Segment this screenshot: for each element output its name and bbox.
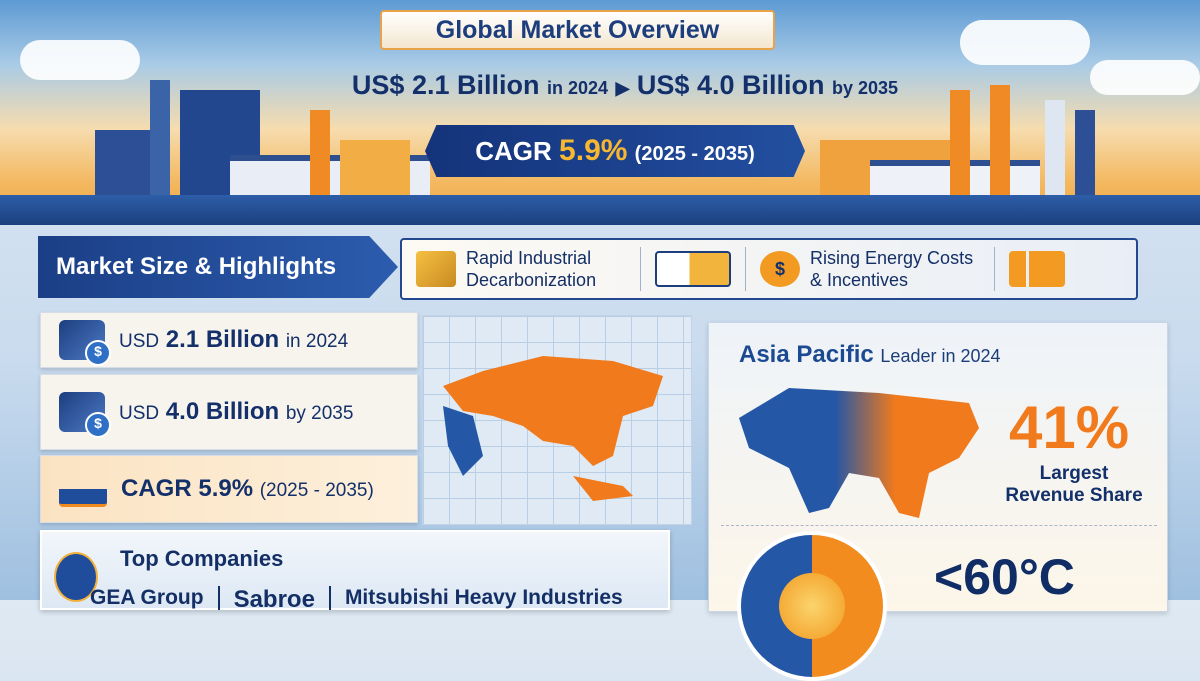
cagr-label: CAGR — [475, 136, 552, 166]
region-subtitle: Leader in 2024 — [880, 346, 1001, 366]
divider — [721, 525, 1157, 526]
bar-chart-growth-icon — [1009, 251, 1065, 287]
growth-chart-icon — [59, 471, 107, 507]
driver-energy-costs: $ Rising Energy Costs & Incentives — [746, 247, 995, 291]
cagr-ribbon: CAGR 5.9% (2025 - 2035) — [425, 125, 805, 177]
card-prefix: USD — [119, 331, 160, 352]
company-gea: GEA Group — [90, 586, 204, 609]
growth-drivers-bar: Rapid Industrial Decarbonization $ Risin… — [400, 238, 1138, 300]
value-2035: US$ 4.0 Billion — [636, 70, 825, 100]
banner-base — [0, 195, 1200, 225]
card-value: 5.9% — [198, 475, 254, 502]
thermometer-gauge-icon — [737, 531, 887, 681]
world-map — [422, 315, 692, 525]
driver-label: Rising Energy Costs & Incentives — [810, 248, 974, 290]
region-panel: Asia Pacific Leader in 2024 41% Largest … — [708, 322, 1168, 681]
asia-pacific-map-icon — [739, 388, 979, 518]
cagr-card: CAGR 5.9% (2025 - 2035) — [40, 455, 418, 523]
company-mitsubishi: Mitsubishi Heavy Industries — [344, 586, 623, 609]
market-size-2035-card: USD 4.0 Billion by 2035 — [40, 374, 418, 450]
companies-title: Top Companies — [120, 546, 284, 571]
card-prefix: USD — [119, 403, 160, 424]
asia-map-icon — [443, 356, 663, 501]
temperature-value: <60°C — [934, 549, 1075, 605]
driver-label: Rapid Industrial Decarbonization — [466, 248, 597, 290]
company-sabroe: Sabroe — [233, 586, 315, 613]
year-2024: in 2024 — [547, 78, 609, 98]
value-2024: US$ 2.1 Billion — [351, 70, 540, 100]
market-size-2024-card: USD 2.1 Billion in 2024 — [40, 312, 418, 368]
arrow-right-icon: ▶ — [615, 78, 630, 98]
year-2035: by 2035 — [832, 78, 899, 98]
region-share-label: Largest Revenue Share — [1005, 463, 1143, 506]
factory-coins-icon — [416, 251, 456, 287]
card-prefix: CAGR — [121, 475, 192, 502]
page-title: Global Market Overview — [380, 10, 775, 50]
cagr-value: 5.9% — [559, 134, 628, 167]
building-bulb-icon — [655, 251, 731, 287]
driver-decarbonization: Rapid Industrial Decarbonization — [402, 247, 641, 291]
section-title: Market Size & Highlights — [38, 236, 398, 298]
companies-list: GEA Group Sabroe Mitsubishi Heavy Indust… — [90, 586, 623, 614]
market-growth-headline: US$ 2.1 Billion in 2024 ▶ US$ 4.0 Billio… — [330, 70, 920, 101]
card-value: 4.0 Billion — [165, 398, 280, 425]
region-title: Asia Pacific Leader in 2024 — [739, 341, 1001, 369]
card-suffix: by 2035 — [285, 403, 354, 424]
cagr-period: (2025 - 2035) — [634, 143, 755, 165]
card-suffix: (2025 - 2035) — [259, 480, 374, 501]
card-suffix: in 2024 — [285, 331, 349, 352]
money-stack-icon — [59, 320, 111, 366]
driver-growth — [995, 247, 1079, 291]
region-name: Asia Pacific — [739, 341, 874, 368]
top-companies-panel: Top Companies GEA Group Sabroe Mitsubish… — [40, 530, 670, 613]
card-value: 2.1 Billion — [165, 326, 280, 353]
driver-building — [641, 247, 746, 291]
coin-stack-icon — [59, 392, 111, 438]
region-share: 41% — [1009, 394, 1130, 461]
